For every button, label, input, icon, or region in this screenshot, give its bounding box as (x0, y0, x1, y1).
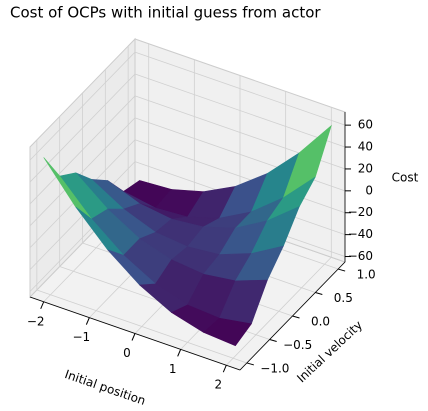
chart-title: Cost of OCPs with initial guess from act… (10, 4, 321, 22)
grid-line (29, 51, 136, 161)
x-tick-label: −2 (27, 314, 45, 328)
z-tick-label: −60 (348, 249, 373, 263)
z-tick-label: 60 (358, 118, 373, 132)
y-tick (338, 268, 346, 272)
grid-line (29, 117, 136, 227)
x-axis-label: Initial position (63, 367, 148, 408)
y-tick (292, 315, 300, 319)
surface-patch (202, 317, 252, 347)
z-axis-label: Cost (392, 171, 419, 185)
y-tick-label: 0.5 (334, 291, 353, 305)
grid-line (36, 289, 247, 364)
x-tick (131, 333, 136, 341)
grid-line (29, 95, 136, 205)
z-tick-label: −40 (348, 227, 373, 241)
y-tick (246, 362, 254, 366)
x-tick (85, 317, 90, 325)
x-tick (40, 301, 45, 309)
x-tick (222, 365, 227, 373)
surface (43, 124, 332, 347)
grid-line (134, 73, 346, 148)
y-tick-label: 0.0 (311, 315, 330, 329)
x-tick-label: 1 (169, 362, 177, 376)
z-tick-label: −20 (348, 205, 373, 219)
x-tick-label: 0 (123, 346, 131, 360)
grid-line (29, 73, 136, 183)
y-tick (315, 292, 323, 296)
y-tick-label: −1.0 (260, 361, 289, 375)
axis-line (239, 261, 346, 371)
x-tick-label: 2 (214, 378, 222, 392)
z-tick-label: 40 (358, 140, 373, 154)
axis-line (29, 296, 241, 371)
z-tick-label: 0 (365, 183, 373, 197)
grid-line (134, 51, 346, 126)
grid-line (134, 139, 346, 214)
y-tick-label: −0.5 (283, 338, 312, 352)
y-tick-label: 1.0 (357, 268, 376, 282)
y-tick (269, 338, 277, 342)
x-tick (177, 349, 182, 357)
x-tick-label: −1 (72, 330, 90, 344)
z-tick-label: 20 (358, 161, 373, 175)
